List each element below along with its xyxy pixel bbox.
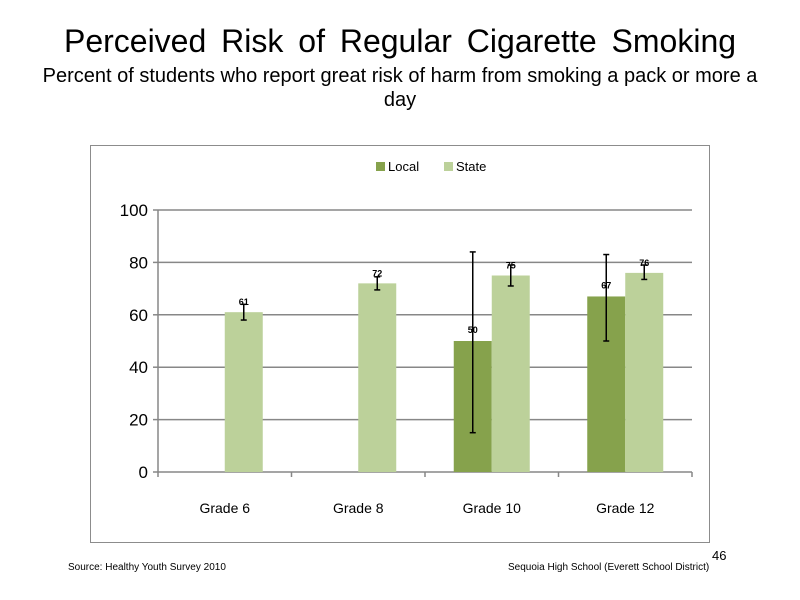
data-label: 67 (601, 280, 611, 290)
slide-subtitle: Percent of students who report great ris… (42, 65, 758, 111)
y-tick-label: 0 (139, 463, 148, 482)
slide-title: Perceived Risk of Regular Cigarette Smok… (63, 23, 737, 59)
legend-label-local: Local (388, 159, 419, 174)
bar-state (224, 312, 263, 472)
y-tick-label: 20 (129, 411, 148, 430)
x-tick-label: Grade 8 (333, 500, 384, 516)
data-label: 50 (468, 325, 478, 335)
x-tick-label: Grade 6 (199, 500, 250, 516)
data-label: 61 (239, 297, 249, 307)
data-label: 72 (372, 268, 382, 278)
legend-swatch-local (376, 162, 385, 171)
x-tick-label: Grade 12 (596, 500, 655, 516)
y-tick-label: 80 (129, 253, 148, 272)
data-label: 76 (639, 258, 649, 268)
school-name: Sequoia High School (Everett School Dist… (508, 562, 710, 573)
y-tick-label: 60 (129, 306, 148, 325)
bar-state (625, 272, 664, 472)
x-tick-label: Grade 10 (463, 500, 522, 516)
page-number: 46 (712, 548, 727, 563)
source-note: Source: Healthy Youth Survey 2010 (68, 562, 226, 573)
y-tick-label: 100 (120, 201, 148, 220)
bar-state (358, 283, 397, 472)
bar-state (491, 275, 530, 472)
y-tick-label: 40 (129, 358, 148, 377)
legend-swatch-state (444, 162, 453, 171)
legend-label-state: State (456, 159, 486, 174)
data-label: 75 (506, 261, 516, 271)
